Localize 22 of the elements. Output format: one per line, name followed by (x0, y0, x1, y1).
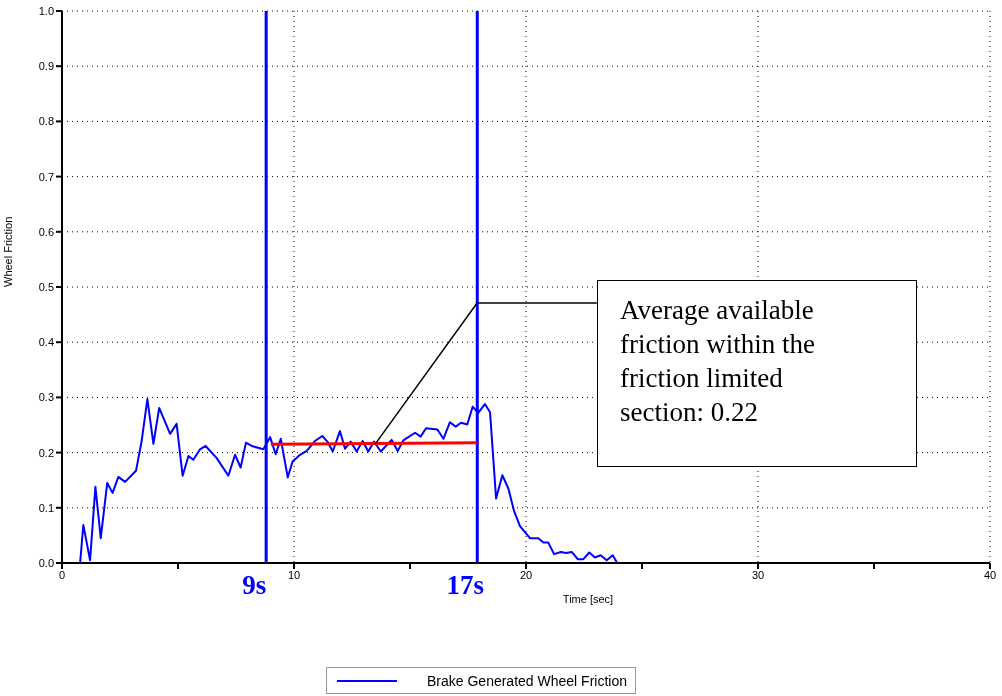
y-tick-label: 0.1 (38, 501, 54, 514)
y-tick-label: 0.5 (38, 280, 54, 293)
x-tick-label: 0 (58, 568, 66, 581)
y-tick-label: 1.0 (38, 4, 54, 17)
callout-box: Average available friction within the friction limited section: 0.22 (597, 280, 917, 467)
y-tick-label: 0.8 (38, 115, 54, 128)
x-tick-label: 20 (519, 568, 533, 581)
ref-line-label: 9s (242, 570, 267, 601)
y-tick-label: 0.9 (38, 60, 54, 73)
y-tick-label: 0.2 (38, 446, 54, 459)
ref-line-label: 17s (446, 570, 485, 601)
x-tick-label: 30 (751, 568, 765, 581)
y-tick-label: 0.7 (38, 170, 54, 183)
y-tick-label: 0.4 (38, 336, 54, 349)
x-axis-title: Time [sec] (562, 592, 614, 605)
y-tick-label: 0.0 (38, 556, 54, 569)
legend-label: Brake Generated Wheel Friction (427, 672, 627, 689)
y-tick-label: 0.6 (38, 225, 54, 238)
y-axis-title: Wheel Friction (1, 216, 14, 287)
x-tick-label: 40 (983, 568, 997, 581)
y-tick-label: 0.3 (38, 391, 54, 404)
x-tick-label: 10 (287, 568, 301, 581)
